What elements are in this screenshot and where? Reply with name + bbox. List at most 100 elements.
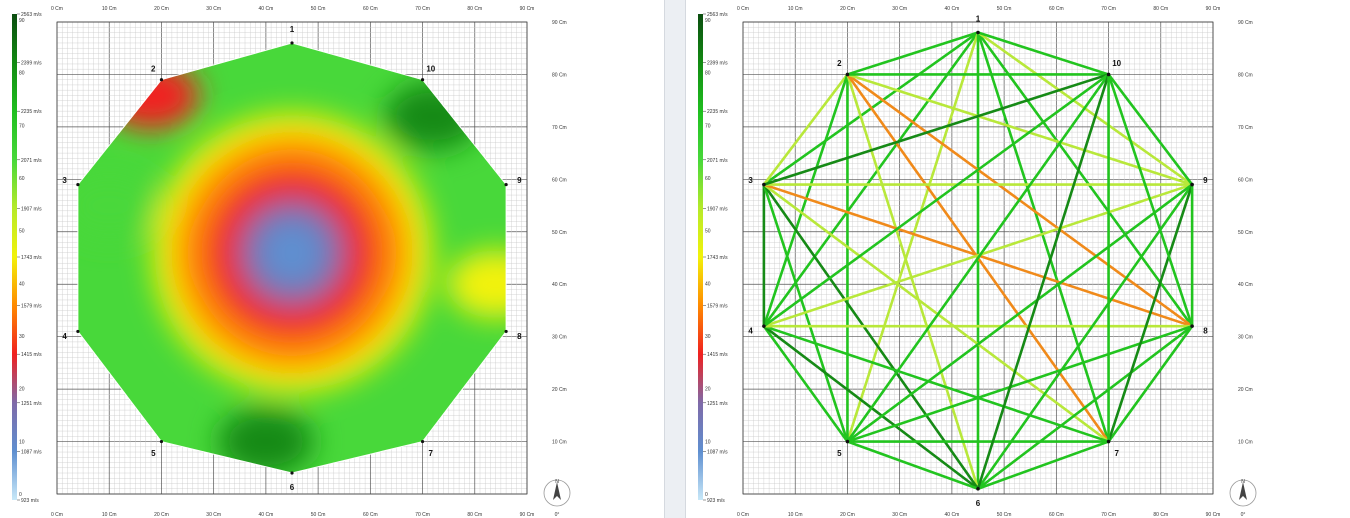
path-line[interactable] bbox=[976, 440, 1110, 491]
compass-icon[interactable]: N bbox=[543, 479, 571, 507]
legend-tick: 0 bbox=[19, 492, 22, 498]
path-line[interactable] bbox=[846, 73, 980, 491]
legend-tick: 30 bbox=[19, 334, 25, 340]
sensor-point[interactable] bbox=[290, 41, 294, 45]
path-line[interactable] bbox=[762, 73, 849, 186]
node-point[interactable] bbox=[845, 439, 850, 444]
legend-label: 2071 m/s bbox=[707, 158, 728, 164]
path-line[interactable] bbox=[762, 183, 980, 491]
path-line[interactable] bbox=[846, 31, 980, 76]
x-axis-bottom-label: 90 Cm bbox=[1206, 512, 1221, 518]
path-line[interactable] bbox=[1107, 324, 1194, 443]
sensor-point[interactable] bbox=[504, 182, 508, 187]
x-axis-bottom-label: 40 Cm bbox=[259, 512, 274, 518]
legend-label: 1907 m/s bbox=[21, 206, 42, 212]
sensor-label: 4 bbox=[62, 332, 67, 341]
legend-label: 1743 m/s bbox=[707, 255, 728, 261]
x-axis-bottom-label: 50 Cm bbox=[311, 512, 326, 518]
node-point[interactable] bbox=[976, 30, 980, 35]
legend-label: 1579 m/s bbox=[707, 304, 728, 310]
path-line[interactable] bbox=[976, 31, 1110, 76]
legend-tick: 70 bbox=[19, 123, 25, 129]
path-line[interactable] bbox=[762, 183, 1194, 328]
y-axis-label: 80 Cm bbox=[1238, 72, 1253, 78]
sensor-point[interactable] bbox=[76, 329, 80, 334]
path-line[interactable] bbox=[1107, 73, 1194, 328]
node-point[interactable] bbox=[762, 182, 766, 187]
path-line[interactable] bbox=[762, 324, 1110, 443]
x-axis-bottom-label: 20 Cm bbox=[154, 512, 169, 518]
x-axis-top-label: 10 Cm bbox=[102, 6, 117, 12]
node-point[interactable] bbox=[762, 324, 766, 328]
node-point[interactable] bbox=[1106, 72, 1111, 77]
sensor-label: 3 bbox=[62, 176, 67, 185]
y-axis-label: 20 Cm bbox=[1238, 387, 1253, 393]
y-axis-label: 70 Cm bbox=[552, 125, 567, 131]
sensor-point[interactable] bbox=[76, 182, 80, 187]
path-line[interactable] bbox=[762, 73, 849, 328]
node-point[interactable] bbox=[845, 72, 850, 77]
path-line[interactable] bbox=[1107, 73, 1194, 186]
legend-tick: 60 bbox=[705, 176, 711, 182]
sensor-point[interactable] bbox=[420, 439, 425, 444]
path-line[interactable] bbox=[846, 73, 1110, 443]
node-label: 8 bbox=[1203, 326, 1208, 335]
path-line[interactable] bbox=[976, 324, 1194, 491]
path-line[interactable] bbox=[976, 31, 1110, 443]
x-axis-top-label: 50 Cm bbox=[311, 6, 326, 12]
legend-tick: 50 bbox=[705, 229, 711, 235]
node-label: 10 bbox=[1112, 59, 1121, 68]
node-label: 2 bbox=[837, 59, 842, 68]
node-label: 6 bbox=[976, 499, 981, 508]
path-line[interactable] bbox=[976, 73, 1110, 491]
path-line[interactable] bbox=[762, 73, 1110, 328]
x-axis-top-label: 70 Cm bbox=[415, 6, 430, 12]
path-line[interactable] bbox=[762, 31, 980, 328]
path-line[interactable] bbox=[762, 73, 1110, 186]
path-line[interactable] bbox=[846, 73, 1194, 186]
x-axis-bottom-label: 0 Cm bbox=[737, 512, 749, 518]
y-axis-label: 30 Cm bbox=[552, 335, 567, 341]
y-axis-label: 40 Cm bbox=[552, 282, 567, 288]
path-line[interactable] bbox=[976, 183, 1194, 491]
path-line[interactable] bbox=[846, 183, 1194, 443]
grid bbox=[742, 21, 1214, 495]
plot-border bbox=[56, 21, 528, 495]
path-line[interactable] bbox=[762, 324, 849, 443]
legend-label: 2235 m/s bbox=[21, 109, 42, 115]
node-point[interactable] bbox=[1190, 324, 1194, 328]
legend-label: 2235 m/s bbox=[707, 109, 728, 115]
x-axis-bottom-label: 0 Cm bbox=[51, 512, 63, 518]
sensor-point[interactable] bbox=[159, 439, 164, 444]
path-line[interactable] bbox=[762, 183, 1110, 443]
sensor-point[interactable] bbox=[420, 78, 425, 82]
path-line[interactable] bbox=[846, 31, 980, 443]
x-axis-top-label: 60 Cm bbox=[363, 6, 378, 12]
y-axis-label: 60 Cm bbox=[1238, 177, 1253, 183]
legend-tick: 90 bbox=[705, 18, 711, 24]
node-point[interactable] bbox=[976, 486, 980, 491]
x-axis-bottom-label: 80 Cm bbox=[1153, 512, 1168, 518]
path-line[interactable] bbox=[976, 31, 1194, 328]
path-line[interactable] bbox=[846, 324, 1194, 443]
x-axis-top-label: 40 Cm bbox=[259, 6, 274, 12]
x-axis-top-label: 30 Cm bbox=[892, 6, 907, 12]
node-point[interactable] bbox=[1190, 182, 1194, 187]
legend-tick: 60 bbox=[19, 176, 25, 182]
path-line[interactable] bbox=[846, 440, 980, 491]
node-point[interactable] bbox=[1106, 439, 1111, 444]
legend-tick: 10 bbox=[705, 439, 711, 445]
sensor-point[interactable] bbox=[290, 471, 294, 475]
legend-label: 1907 m/s bbox=[707, 206, 728, 212]
sensor-label: 8 bbox=[517, 332, 522, 341]
legend-colorbar bbox=[12, 14, 17, 500]
x-axis-bottom-label: 70 Cm bbox=[1101, 512, 1116, 518]
y-axis-label: 10 Cm bbox=[1238, 440, 1253, 446]
legend-colorbar bbox=[698, 14, 703, 500]
sensor-point[interactable] bbox=[504, 329, 508, 334]
path-line[interactable] bbox=[1107, 183, 1194, 443]
compass-icon[interactable]: N bbox=[1229, 479, 1257, 507]
sensor-point[interactable] bbox=[159, 78, 164, 82]
sensor-label: 6 bbox=[290, 483, 295, 492]
